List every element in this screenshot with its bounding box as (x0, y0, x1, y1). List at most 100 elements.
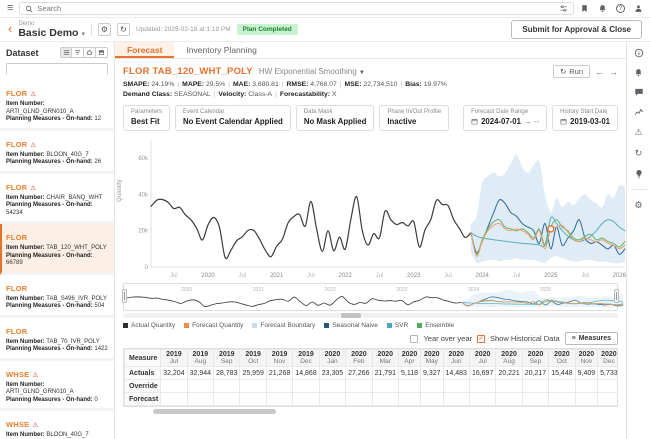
comment-icon[interactable] (634, 87, 644, 97)
table-cell[interactable] (598, 393, 618, 406)
table-cell[interactable] (214, 380, 240, 393)
chevron-down-icon[interactable]: ▾ (81, 31, 85, 38)
param-data-mask[interactable]: Data MaskNo Mask Applied (296, 105, 375, 131)
table-cell[interactable] (575, 380, 598, 393)
table-cell[interactable] (266, 393, 292, 406)
history-icon[interactable]: ↻ (635, 148, 643, 159)
tab-inventory-planning[interactable]: Inventory Planning (174, 42, 268, 58)
tab-forecast[interactable]: Forecast (115, 42, 174, 58)
hamburger-icon[interactable]: ≡ (7, 3, 13, 14)
table-cell[interactable] (598, 380, 618, 393)
forecast-chart[interactable]: Quantity 020k40k60kJul2020Jul2021Jul2022… (123, 134, 618, 280)
table-scrollbar-thumb[interactable] (153, 409, 277, 414)
table-cell[interactable]: 21,268 (266, 367, 292, 380)
submit-approval-button[interactable]: Submit for Approval & Close (511, 20, 642, 39)
table-cell[interactable] (549, 393, 575, 406)
table-cell[interactable] (346, 380, 372, 393)
table-cell[interactable] (496, 380, 522, 393)
chart-scrollbar-thumb[interactable] (341, 313, 361, 318)
table-cell[interactable]: 5,118 (398, 367, 420, 380)
global-search[interactable] (19, 2, 574, 15)
filter-icon[interactable] (559, 4, 568, 13)
info-icon[interactable] (634, 48, 644, 58)
table-cell[interactable] (496, 393, 522, 406)
bookmark-icon[interactable] (580, 4, 589, 13)
bell-icon[interactable] (598, 4, 607, 13)
user-icon[interactable] (634, 4, 643, 13)
param-event-calendar[interactable]: Event CalendarNo Event Calendar Applied (175, 105, 291, 131)
table-cell[interactable] (549, 380, 575, 393)
table-cell[interactable]: 25,959 (240, 367, 266, 380)
legend-actual-quantity[interactable]: Actual Quantity (123, 322, 175, 329)
table-cell[interactable]: 9,409 (575, 367, 598, 380)
table-cell[interactable]: 16,697 (469, 367, 495, 380)
sort-view-button[interactable] (72, 47, 84, 58)
table-cell[interactable] (240, 393, 266, 406)
idea-icon[interactable] (634, 169, 644, 179)
table-cell[interactable] (575, 393, 598, 406)
show-historical-checkbox[interactable]: ✓ (477, 335, 485, 343)
table-cell[interactable] (293, 380, 319, 393)
dataset-item[interactable]: FLOR⚠Item Number: BLOON_40G_7Planning Me… (0, 131, 114, 174)
table-cell[interactable] (469, 380, 495, 393)
table-cell[interactable]: 5,733 (598, 367, 618, 380)
run-button[interactable]: ↻Run (553, 65, 590, 78)
dataset-filter-input[interactable] (7, 71, 107, 81)
param-parameters[interactable]: ParametersBest Fit (123, 105, 170, 131)
model-selector[interactable]: HW Exponential Smoothing ▼ (259, 67, 365, 76)
table-cell[interactable] (372, 393, 398, 406)
chart-scrollbar[interactable] (123, 313, 618, 318)
prev-item-arrow[interactable]: ← (595, 67, 604, 77)
legend-svr[interactable]: SVR (387, 322, 408, 329)
dataset-item[interactable]: FLOR⚠Item Number: ARTI_GLND_GRN010_APlan… (0, 80, 114, 131)
table-cell[interactable] (161, 380, 187, 393)
param-phase-in-out-profile[interactable]: Phase In/Out ProfileInactive (379, 105, 449, 131)
dataset-item[interactable]: FLORItem Number: TAB_120_WHT_POLYPlannin… (0, 224, 114, 275)
legend-forecast-quantity[interactable]: Forecast Quantity (184, 322, 243, 329)
plan-settings-button[interactable]: ⚙ (98, 23, 111, 36)
table-cell[interactable] (398, 380, 420, 393)
search-input[interactable] (37, 4, 555, 13)
dataset-filter-box[interactable] (6, 63, 108, 75)
plan-title-block[interactable]: Demo Basic Demo▾ (18, 21, 85, 39)
home-view-button[interactable] (84, 47, 96, 58)
date-history-start-date[interactable]: History Start Date2019-03-01 (552, 105, 618, 131)
plan-refresh-button[interactable]: ↻ (117, 23, 130, 36)
table-cell[interactable]: 28,783 (214, 367, 240, 380)
table-cell[interactable]: 20,221 (496, 367, 522, 380)
dataset-item[interactable]: FLORItem Number: TAB_S496_IVR_POLYPlanni… (0, 275, 114, 318)
legend-seasonal-naive[interactable]: Seasonal Naive (324, 322, 378, 329)
chart-brush[interactable]: 202020212022202320242025 (123, 283, 618, 311)
brush-handle-right[interactable] (614, 289, 619, 303)
table-cell[interactable] (443, 393, 469, 406)
measures-button[interactable]: ≡Measures (565, 332, 618, 345)
legend-forecast-boundary[interactable]: Forecast Boundary (252, 322, 315, 329)
settings-icon[interactable]: ⚙ (634, 200, 642, 211)
warning-icon[interactable]: ⚠ (634, 127, 642, 138)
table-cell[interactable] (398, 393, 420, 406)
table-cell[interactable] (319, 393, 345, 406)
date-forecast-date-range[interactable]: Forecast Date Range2024-07-01 → -- (463, 105, 547, 131)
archive-view-button[interactable] (96, 47, 108, 58)
table-cell[interactable] (161, 393, 187, 406)
table-cell[interactable]: 14,868 (293, 367, 319, 380)
next-item-arrow[interactable]: → (609, 67, 618, 77)
table-cell[interactable]: 32,204 (161, 367, 187, 380)
dataset-item[interactable]: FLORItem Number: TAB_70_IVR_POLYPlanning… (0, 318, 114, 361)
table-cell[interactable] (469, 393, 495, 406)
table-cell[interactable] (443, 380, 469, 393)
bell-icon[interactable] (634, 68, 643, 77)
table-cell[interactable] (187, 380, 213, 393)
brush-handle-left[interactable] (122, 289, 127, 303)
table-cell[interactable] (214, 393, 240, 406)
table-cell[interactable] (187, 393, 213, 406)
table-cell[interactable]: 15,448 (549, 367, 575, 380)
table-scrollbar[interactable] (123, 409, 618, 414)
back-icon[interactable]: ‹ (8, 22, 12, 35)
table-cell[interactable] (420, 393, 443, 406)
dataset-item[interactable]: WHSE⚠Item Number: ARTI_GLND_GRN010_APlan… (0, 361, 114, 412)
table-cell[interactable] (346, 393, 372, 406)
dataset-item[interactable]: WHSE⚠Item Number: BLOON_40G_7Planning Me… (0, 411, 114, 439)
table-cell[interactable] (293, 393, 319, 406)
list-view-button[interactable] (60, 47, 72, 58)
